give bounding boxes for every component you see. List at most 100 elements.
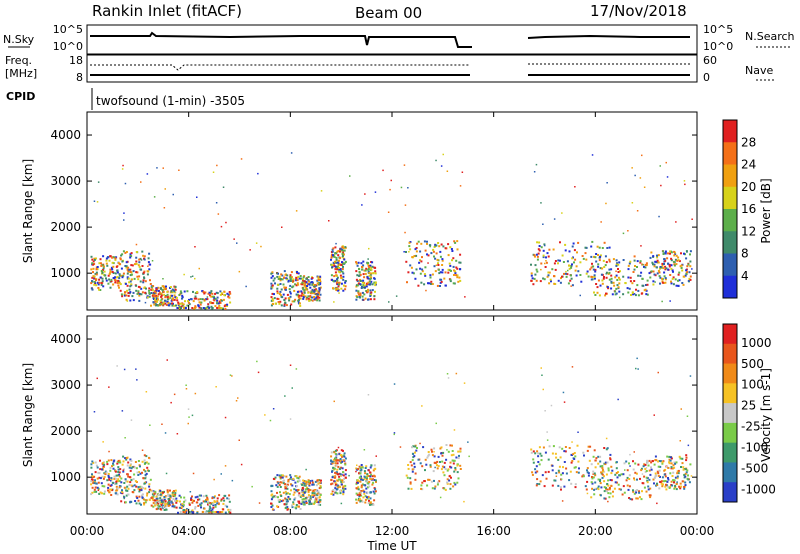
power-point [535,253,538,256]
power-sparse-point [634,174,636,177]
power-point [114,279,117,282]
power-point [420,281,423,284]
velocity-point [167,493,170,496]
velocity-sparse-point [546,431,548,433]
velocity-sparse-point [434,466,436,469]
velocity-point [631,498,634,501]
power-sparse-point [217,213,220,215]
power-point [210,290,213,293]
power-sparse-point [658,215,660,218]
velocity-point [295,504,298,506]
velocity-point [371,475,374,478]
velocity-sparse-point [586,492,589,495]
power-point [683,252,685,255]
freq-label: Freq. [5,54,32,67]
power-ytick-label: 2000 [50,220,81,234]
velocity-point [434,485,437,488]
power-point [430,252,433,255]
velocity-point [541,474,544,477]
power-sparse-point [333,301,335,303]
velocity-point [303,491,306,494]
velocity-point [330,451,333,454]
velocity-point [370,464,373,467]
power-sparse-point [565,270,567,273]
velocity-point [365,465,368,468]
velocity-point [91,486,94,489]
velocity-point [107,474,110,477]
velocity-point [109,466,112,469]
velocity-point [359,494,362,496]
power-point [617,263,620,266]
velocity-point [316,492,319,495]
velocity-point [633,477,635,480]
velocity-point [577,460,580,463]
power-point [119,257,122,260]
velocity-point [645,470,648,472]
velocity-sparse-point [295,368,298,370]
velocity-point [143,454,146,457]
power-point [430,283,433,285]
velocity-point [363,475,366,478]
velocity-point [132,478,135,481]
power-point [319,281,322,284]
velocity-colorbar-frame [722,323,738,503]
power-point [673,250,676,253]
velocity-point [319,500,322,503]
velocity-point [163,503,166,506]
power-point [198,301,201,304]
velocity-colorbar-swatch [723,422,737,444]
velocity-point [564,446,567,448]
power-point [199,303,202,306]
power-sparse-point [661,300,663,303]
velocity-point [366,497,369,500]
velocity-sparse-point [372,478,374,480]
power-point [335,256,338,259]
velocity-point [169,489,171,492]
velocity-point [129,481,132,484]
velocity-point [657,460,660,463]
power-point [330,254,333,257]
power-point [684,274,687,277]
power-point [202,291,205,294]
power-point [169,286,172,288]
power-point [92,260,95,263]
velocity-point [614,481,617,484]
power-point [119,289,122,292]
velocity-point [459,447,462,450]
velocity-point [441,465,444,468]
velocity-point [226,497,229,500]
velocity-point [167,502,170,505]
power-point [331,265,334,268]
power-point [277,298,280,300]
power-point [140,287,143,290]
power-point [668,263,671,266]
velocity-point [291,504,293,507]
power-point [437,264,440,266]
velocity-scatter [90,357,693,514]
velocity-point [146,466,149,469]
velocity-point [667,466,670,469]
power-point [533,254,536,257]
velocity-point [127,461,130,464]
power-point [571,284,574,287]
velocity-point [360,464,363,466]
power-sparse-point [403,164,406,166]
velocity-point [590,481,593,484]
velocity-point [597,462,600,465]
velocity-point [537,452,540,455]
velocity-sparse-point [367,394,370,396]
power-point [295,279,298,282]
velocity-point [175,501,178,504]
power-point [447,268,450,271]
velocity-point [359,472,362,475]
power-point [538,245,541,247]
power-point [627,276,630,279]
velocity-point [685,456,688,459]
power-sparse-point [639,177,642,179]
velocity-point [112,464,115,467]
power-point [670,251,673,254]
power-point [280,278,283,281]
power-point [373,295,376,298]
power-point [218,307,221,309]
velocity-point [587,474,590,477]
